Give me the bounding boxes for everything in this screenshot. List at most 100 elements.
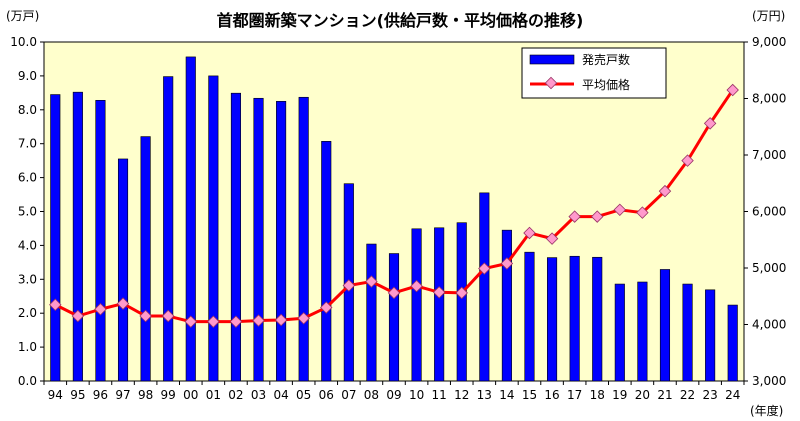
x-tick-label: 04 <box>273 388 288 402</box>
x-tick-label: 21 <box>657 388 672 402</box>
x-tick-label: 01 <box>206 388 221 402</box>
left-tick-label: 4.0 <box>18 238 37 252</box>
bar <box>705 289 716 382</box>
left-tick-label: 8.0 <box>18 103 37 117</box>
bar <box>140 136 151 382</box>
bar <box>569 255 580 382</box>
left-tick-label: 9.0 <box>18 69 37 83</box>
x-unit: (年度) <box>750 403 783 418</box>
bar <box>366 243 377 382</box>
bar <box>72 91 83 382</box>
x-tick-label: 20 <box>635 388 650 402</box>
x-tick-label: 05 <box>296 388 311 402</box>
x-tick-label: 18 <box>590 388 605 402</box>
left-tick-label: 5.0 <box>18 205 37 219</box>
bar <box>547 257 558 382</box>
x-tick-label: 17 <box>567 388 582 402</box>
price-point <box>500 257 514 270</box>
price-point <box>342 279 356 292</box>
bar <box>524 251 535 382</box>
right-axis: 3,000 4,000 5,000 6,000 7,000 8,000 9,000 <box>744 35 786 388</box>
price-point <box>636 206 649 219</box>
x-tick-label: 06 <box>319 388 334 402</box>
x-tick-label: 02 <box>228 388 243 402</box>
price-point <box>726 83 739 97</box>
price-point <box>568 210 581 223</box>
y-left-unit: (万戸) <box>6 9 39 23</box>
price-point <box>274 313 288 327</box>
legend-label-bar: 発売戸数 <box>582 52 630 67</box>
x-tick-label: 14 <box>499 388 514 402</box>
x-tick-label: 96 <box>93 388 108 402</box>
bar <box>682 283 693 382</box>
x-tick-label: 22 <box>680 388 695 402</box>
left-tick-label: 7.0 <box>18 137 37 151</box>
bar <box>501 229 512 382</box>
price-point <box>455 286 468 300</box>
legend-swatch-bar <box>529 54 575 65</box>
right-tick-label: 5,000 <box>752 261 786 275</box>
price-point <box>703 117 717 130</box>
x-tick-label: 19 <box>612 388 627 402</box>
bar <box>479 192 490 382</box>
bar <box>117 158 129 382</box>
legend: 発売戸数 平均価格 <box>521 47 667 99</box>
price-point <box>297 312 310 325</box>
x-tick-label: 24 <box>725 388 740 402</box>
price-point <box>681 154 694 167</box>
x-axis: 94 95 96 97 98 99 00 01 02 03 04 05 06 07 08 09 10 11 12 13… <box>43 381 745 402</box>
x-tick-label: 12 <box>454 388 469 402</box>
price-point <box>365 275 378 288</box>
x-tick-label: 07 <box>341 388 356 402</box>
price-point <box>591 210 604 223</box>
bar <box>208 75 219 382</box>
x-tick-label: 13 <box>477 388 492 402</box>
bar <box>592 256 603 382</box>
bar <box>95 100 106 382</box>
left-tick-label: 6.0 <box>18 171 37 185</box>
price-point <box>478 262 491 275</box>
x-tick-label: 98 <box>138 388 153 402</box>
line-series <box>49 83 739 328</box>
bar <box>276 101 287 382</box>
bar <box>659 269 671 382</box>
price-point <box>116 297 130 310</box>
price-point <box>410 279 423 293</box>
bar <box>321 141 332 382</box>
x-tick-label: 11 <box>432 388 447 402</box>
bar <box>434 227 445 382</box>
left-tick-label: 0.0 <box>18 374 37 388</box>
left-tick-label: 10.0 <box>10 35 37 49</box>
right-tick-label: 8,000 <box>752 92 786 106</box>
x-tick-label: 99 <box>161 388 176 402</box>
bar <box>185 56 196 382</box>
left-tick-label: 3.0 <box>18 272 37 286</box>
right-tick-label: 3,000 <box>752 374 786 388</box>
price-point <box>94 303 107 316</box>
x-tick-label: 16 <box>544 388 559 402</box>
price-point <box>658 184 672 198</box>
price-point <box>320 301 333 314</box>
legend-marker <box>544 76 558 90</box>
price-point <box>184 315 197 328</box>
price-point <box>432 286 446 299</box>
price-point <box>252 314 265 327</box>
x-tick-label: 95 <box>70 388 85 402</box>
bar <box>456 222 467 382</box>
bar <box>298 96 309 382</box>
bar <box>388 253 400 382</box>
x-tick-label: 94 <box>48 388 63 402</box>
price-point <box>139 309 152 323</box>
left-tick-label: 2.0 <box>18 306 37 320</box>
bar <box>411 228 422 382</box>
price-point <box>387 286 401 300</box>
right-tick-label: 7,000 <box>752 148 786 162</box>
bar <box>230 92 241 382</box>
price-point <box>207 315 220 328</box>
bar <box>727 304 738 382</box>
bar <box>163 76 174 382</box>
left-axis: 0.0 1.0 2.0 3.0 4.0 5.0 6.0 7.0 8.0 9.0 10.0 <box>10 35 44 388</box>
bar <box>253 97 264 382</box>
bar <box>637 281 648 382</box>
